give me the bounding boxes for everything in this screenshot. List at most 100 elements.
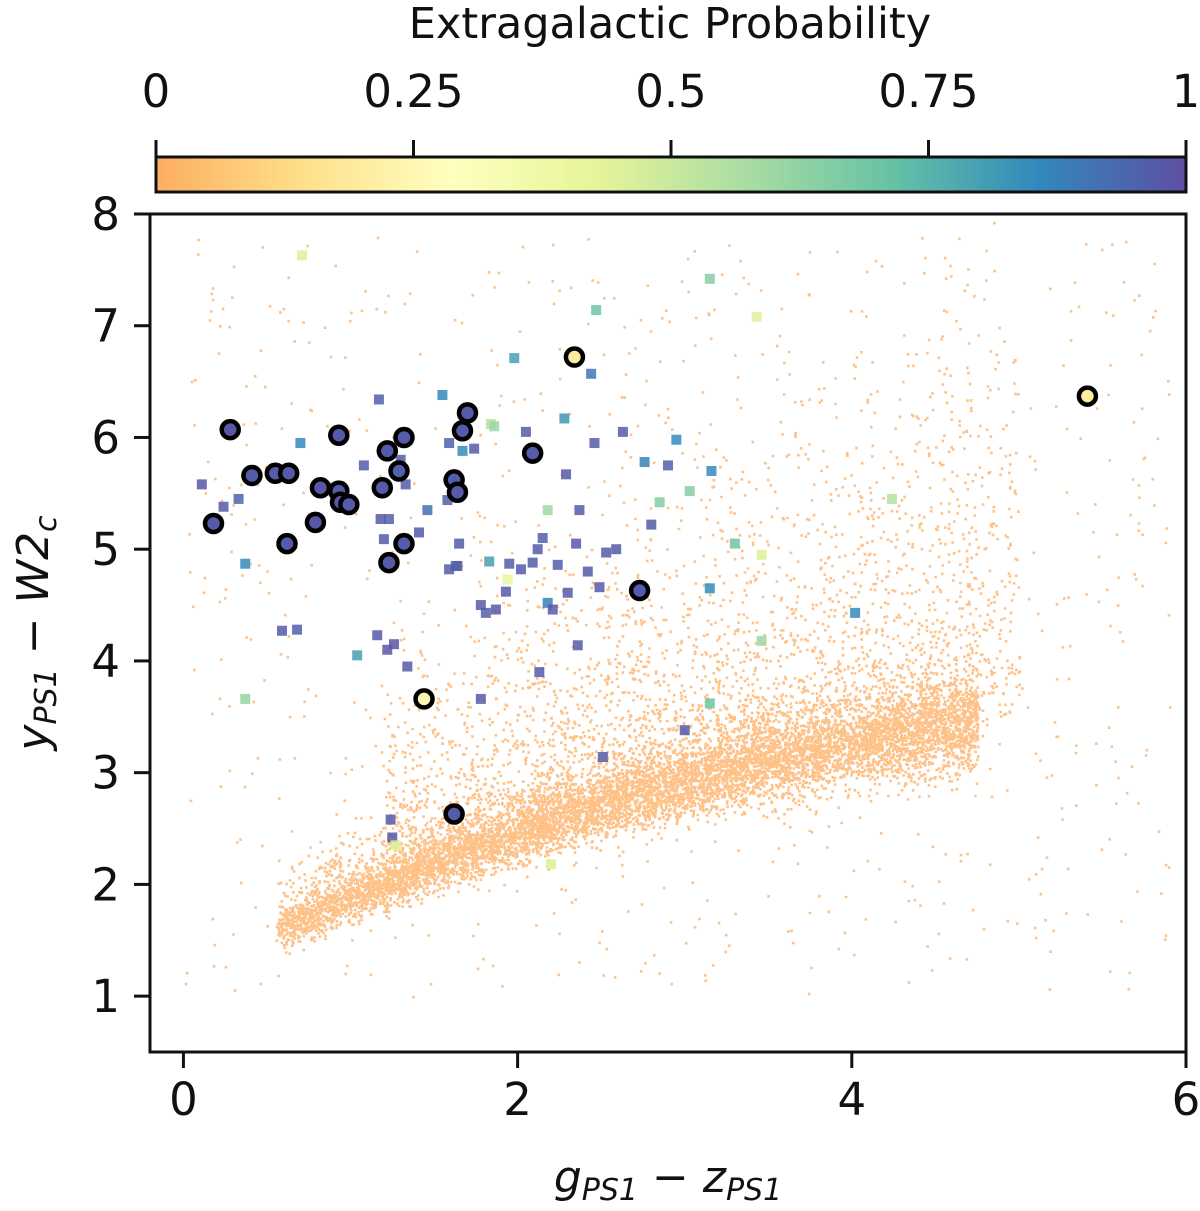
candidate-point	[387, 832, 398, 843]
candidate-point	[850, 607, 861, 618]
candidate-point	[534, 667, 545, 678]
candidate-point	[402, 661, 413, 672]
candidate-point	[277, 625, 288, 636]
x-tick-label: 2	[503, 1073, 532, 1126]
x-axis-ticks: 0 2 4 6	[169, 1052, 1200, 1126]
y-tick-label: 6	[91, 411, 120, 464]
candidate-points	[196, 250, 897, 870]
colorbar-tick-label: 0.5	[635, 65, 707, 118]
candidate-point	[452, 560, 463, 571]
candidate-point	[646, 519, 657, 530]
colorbar-title: Extragalactic Probability	[409, 0, 932, 49]
circled-point	[309, 476, 332, 499]
candidate-point	[542, 505, 553, 516]
y-axis-ticks: 1 2 3 4 5 6 7 8	[91, 188, 150, 1023]
candidate-point	[729, 538, 740, 549]
y-tick-label: 1	[91, 970, 120, 1023]
candidate-point	[469, 443, 480, 454]
candidate-point	[372, 630, 383, 641]
candidate-point	[617, 426, 628, 437]
candidate-point	[572, 640, 583, 651]
colorbar-tick-label: 0.25	[363, 65, 463, 118]
candidate-point	[375, 514, 386, 525]
candidate-point	[611, 544, 622, 555]
circled-point	[563, 346, 586, 368]
circled-point	[371, 476, 394, 499]
candidate-point	[639, 457, 650, 468]
y-tick-label: 4	[91, 635, 120, 688]
candidate-point	[706, 465, 717, 476]
candidate-point	[388, 639, 399, 650]
candidate-point	[527, 557, 538, 568]
candidate-point	[704, 698, 715, 709]
candidate-point	[240, 558, 251, 569]
x-axis-label: gPS1 − zPS1	[554, 1152, 782, 1208]
candidate-point	[504, 558, 515, 569]
candidate-point	[561, 469, 572, 480]
circled-point	[277, 462, 300, 484]
x-tick-label: 0	[169, 1073, 198, 1126]
circled-point	[393, 532, 415, 555]
candidate-point	[589, 438, 600, 449]
x-tick-label: 6	[1172, 1073, 1200, 1126]
candidate-point	[591, 305, 602, 316]
candidate-point	[373, 394, 384, 405]
candidate-point	[422, 505, 433, 516]
y-tick-label: 8	[91, 188, 120, 241]
candidate-point	[475, 693, 486, 704]
candidate-point	[390, 840, 401, 851]
candidate-point	[532, 544, 543, 555]
candidate-point	[378, 534, 389, 545]
candidate-point	[704, 273, 715, 284]
candidate-point	[704, 583, 715, 594]
circled-point	[304, 511, 327, 534]
circled-point	[413, 688, 435, 710]
colorbar-gradient	[154, 155, 1188, 194]
candidate-point	[654, 497, 665, 508]
circled-point	[338, 493, 360, 516]
plot-frame	[148, 212, 1188, 1054]
candidate-point	[437, 390, 448, 401]
candidate-point	[663, 460, 673, 471]
candidate-point	[480, 607, 491, 618]
circled-point	[241, 464, 263, 487]
candidate-point	[537, 533, 548, 544]
candidate-point	[484, 556, 495, 567]
circled-point	[393, 426, 415, 449]
circled-point	[376, 440, 399, 462]
candidate-point	[574, 505, 585, 516]
candidate-point	[601, 547, 612, 558]
candidate-point	[502, 574, 513, 585]
candidate-point	[475, 600, 486, 611]
candidate-point	[559, 413, 570, 424]
circled-point	[443, 803, 465, 825]
candidate-point	[509, 353, 520, 364]
candidate-point	[352, 650, 363, 661]
candidate-point	[454, 538, 465, 549]
candidate-point	[679, 725, 690, 736]
y-tick-label: 5	[91, 523, 120, 576]
candidate-point	[383, 514, 394, 525]
candidate-point	[520, 426, 531, 437]
candidate-point	[756, 549, 767, 560]
candidate-point	[597, 752, 608, 763]
circled-point	[446, 481, 469, 503]
circled-point	[388, 460, 410, 482]
candidate-point	[414, 527, 425, 538]
candidate-point	[295, 438, 306, 449]
candidate-point	[297, 250, 308, 261]
candidate-point	[552, 559, 563, 570]
candidate-point	[756, 635, 767, 646]
circled-point	[1076, 385, 1099, 407]
candidate-point	[400, 479, 411, 490]
plot-background	[150, 214, 1186, 1052]
circled-point	[378, 551, 400, 574]
colorbar-tick-label: 0.75	[878, 65, 978, 118]
y-tick-label: 3	[91, 747, 120, 800]
x-tick-label: 4	[837, 1073, 866, 1126]
circled-point	[456, 402, 479, 424]
candidate-point	[515, 564, 526, 575]
candidate-point	[457, 445, 468, 456]
candidate-point	[594, 582, 605, 593]
candidate-point	[671, 434, 682, 445]
